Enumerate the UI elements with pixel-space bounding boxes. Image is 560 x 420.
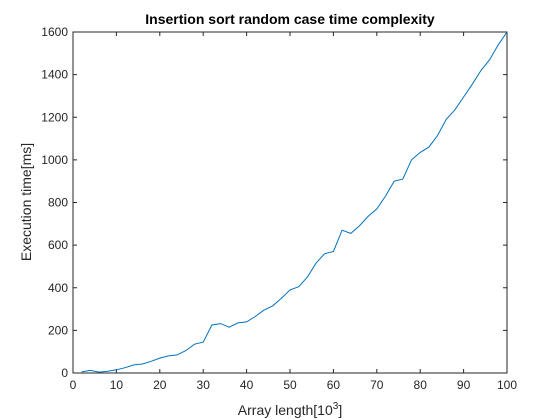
x-tick-label: 50	[283, 378, 297, 392]
y-tick-label: 400	[48, 281, 68, 295]
x-tick-label: 30	[197, 378, 211, 392]
x-tick-label: 40	[240, 378, 254, 392]
y-tick-label: 1200	[41, 110, 68, 124]
y-tick-label: 1600	[41, 25, 68, 39]
x-tick-label: 10	[110, 378, 124, 392]
series-line	[81, 31, 508, 373]
y-axis-ticks: 0 200 400 600 800 1000 1200 1400 1600	[41, 25, 507, 380]
y-tick-label: 1400	[41, 68, 68, 82]
x-axis-title-text: Array length[10	[238, 402, 333, 418]
x-tick-label: 20	[153, 378, 167, 392]
x-tick-label: 90	[457, 378, 471, 392]
x-tick-label: 70	[370, 378, 384, 392]
x-tick-label: 60	[327, 378, 341, 392]
y-tick-label: 1000	[41, 153, 68, 167]
y-tick-label: 0	[61, 366, 68, 380]
axes-box	[72, 31, 508, 374]
x-axis-title-superscript: 3	[333, 401, 339, 412]
y-tick-label: 200	[48, 323, 68, 337]
plot-area: 0 10 20 30 40 50 60 70 80 90 100 0 200 400 600 800 1000…	[41, 25, 517, 392]
y-tick-label: 800	[48, 196, 68, 210]
x-axis-title-close: ]	[338, 402, 342, 418]
x-tick-label: 0	[70, 378, 77, 392]
chart-title: Insertion sort random case time complexi…	[145, 11, 435, 27]
x-tick-label: 80	[414, 378, 428, 392]
x-tick-label: 100	[497, 378, 517, 392]
y-tick-label: 600	[48, 238, 68, 252]
y-axis-title: Execution time[ms]	[18, 143, 34, 261]
x-axis-ticks: 0 10 20 30 40 50 60 70 80 90 100	[70, 32, 517, 392]
x-axis-title: Array length[103]	[238, 401, 342, 418]
